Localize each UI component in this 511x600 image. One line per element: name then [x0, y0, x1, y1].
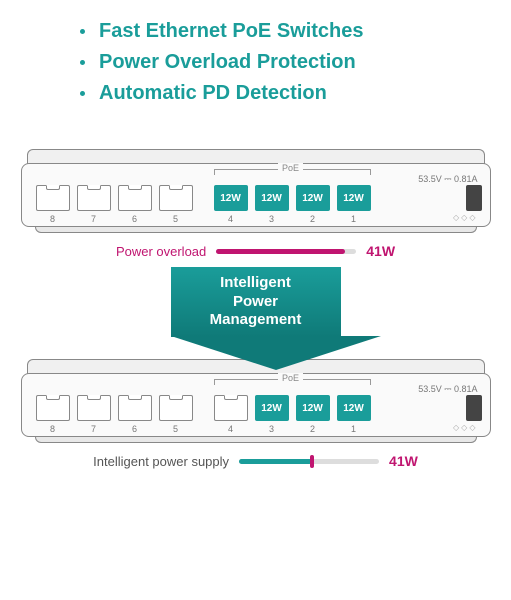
meter-label: Power overload — [116, 244, 206, 259]
ethernet-port: 12W2 — [296, 185, 330, 211]
port-number: 8 — [37, 214, 69, 224]
ethernet-port: 12W3 — [255, 185, 289, 211]
bullet-text: Power Overload Protection — [99, 51, 356, 74]
port-number: 7 — [78, 424, 110, 434]
ethernet-port: 6 — [118, 185, 152, 211]
ethernet-port: 7 — [77, 185, 111, 211]
port-watt-label: 12W — [261, 403, 282, 414]
link-leds-icon: ◇◇◇ — [453, 213, 477, 222]
port-notch-icon — [46, 185, 60, 190]
port-notch-icon — [128, 395, 142, 400]
ethernet-port: 5 — [159, 185, 193, 211]
arrow-label: IntelligentPowerManagement — [171, 267, 341, 337]
ethernet-port: 12W3 — [255, 395, 289, 421]
port-number: 1 — [338, 214, 370, 224]
meter-fill — [216, 249, 345, 254]
switch-device-top: 53.5V ⎓ 0.81A ◇◇◇ PoE876512W412W312W212W… — [21, 149, 491, 237]
arrow-wrap: IntelligentPowerManagement — [21, 267, 491, 377]
port-notch-icon — [169, 185, 183, 190]
ethernet-port: 4 — [214, 395, 248, 421]
ethernet-port: 12W1 — [337, 185, 371, 211]
port-number: 6 — [119, 214, 151, 224]
feature-bullets: Fast Ethernet PoE Switches Power Overloa… — [0, 0, 511, 123]
port-notch-icon — [87, 395, 101, 400]
port-number: 8 — [37, 424, 69, 434]
port-number: 3 — [256, 214, 288, 224]
ethernet-port: 5 — [159, 395, 193, 421]
arrow-head-icon — [171, 336, 381, 370]
port-watt-label: 12W — [220, 193, 241, 204]
port-notch-icon — [169, 395, 183, 400]
port-number: 2 — [297, 214, 329, 224]
switch-body: 53.5V ⎓ 0.81A ◇◇◇ PoE8765412W312W212W1 — [21, 373, 491, 437]
bullet-dot-icon — [80, 29, 85, 34]
power-meter-overload: Power overload 41W — [21, 243, 491, 259]
bullet-item: Power Overload Protection — [80, 51, 511, 74]
meter-bar — [239, 459, 379, 464]
ethernet-port: 12W1 — [337, 395, 371, 421]
bullet-item: Fast Ethernet PoE Switches — [80, 20, 511, 43]
bullet-text: Fast Ethernet PoE Switches — [99, 20, 364, 43]
port-number: 5 — [160, 424, 192, 434]
power-spec-label: 53.5V ⎓ 0.81A — [418, 384, 477, 395]
switch-body: 53.5V ⎓ 0.81A ◇◇◇ PoE876512W412W312W212W… — [21, 163, 491, 227]
ethernet-port: 8 — [36, 185, 70, 211]
ports-group: PoE876512W412W312W212W1 — [36, 179, 371, 211]
port-number: 1 — [338, 424, 370, 434]
meter-value: 41W — [366, 243, 395, 259]
port-watt-label: 12W — [343, 403, 364, 414]
ethernet-port: 6 — [118, 395, 152, 421]
power-socket-icon — [466, 185, 482, 211]
poe-label: PoE — [278, 163, 303, 173]
bullet-text: Automatic PD Detection — [99, 82, 327, 105]
power-spec-label: 53.5V ⎓ 0.81A — [418, 174, 477, 185]
port-number: 4 — [215, 424, 247, 434]
port-notch-icon — [224, 395, 238, 400]
port-notch-icon — [87, 185, 101, 190]
ports-group: PoE8765412W312W212W1 — [36, 389, 371, 421]
power-socket-icon — [466, 395, 482, 421]
ethernet-port: 12W4 — [214, 185, 248, 211]
meter-value: 41W — [389, 453, 418, 469]
meter-label: Intelligent power supply — [93, 454, 229, 469]
ethernet-port: 8 — [36, 395, 70, 421]
port-notch-icon — [46, 395, 60, 400]
port-number: 2 — [297, 424, 329, 434]
meter-fill — [239, 459, 312, 464]
link-leds-icon: ◇◇◇ — [453, 423, 477, 432]
port-number: 3 — [256, 424, 288, 434]
bullet-dot-icon — [80, 91, 85, 96]
port-watt-label: 12W — [343, 193, 364, 204]
ethernet-port: 7 — [77, 395, 111, 421]
meter-thumb — [310, 455, 314, 468]
port-watt-label: 12W — [302, 193, 323, 204]
meter-bar — [216, 249, 356, 254]
power-meter-intelligent: Intelligent power supply 41W — [21, 453, 491, 469]
port-notch-icon — [128, 185, 142, 190]
arrow-icon: IntelligentPowerManagement — [171, 267, 341, 377]
bullet-item: Automatic PD Detection — [80, 82, 511, 105]
port-number: 7 — [78, 214, 110, 224]
port-watt-label: 12W — [302, 403, 323, 414]
ethernet-port: 12W2 — [296, 395, 330, 421]
bullet-dot-icon — [80, 60, 85, 65]
port-watt-label: 12W — [261, 193, 282, 204]
port-number: 4 — [215, 214, 247, 224]
port-number: 5 — [160, 214, 192, 224]
port-number: 6 — [119, 424, 151, 434]
